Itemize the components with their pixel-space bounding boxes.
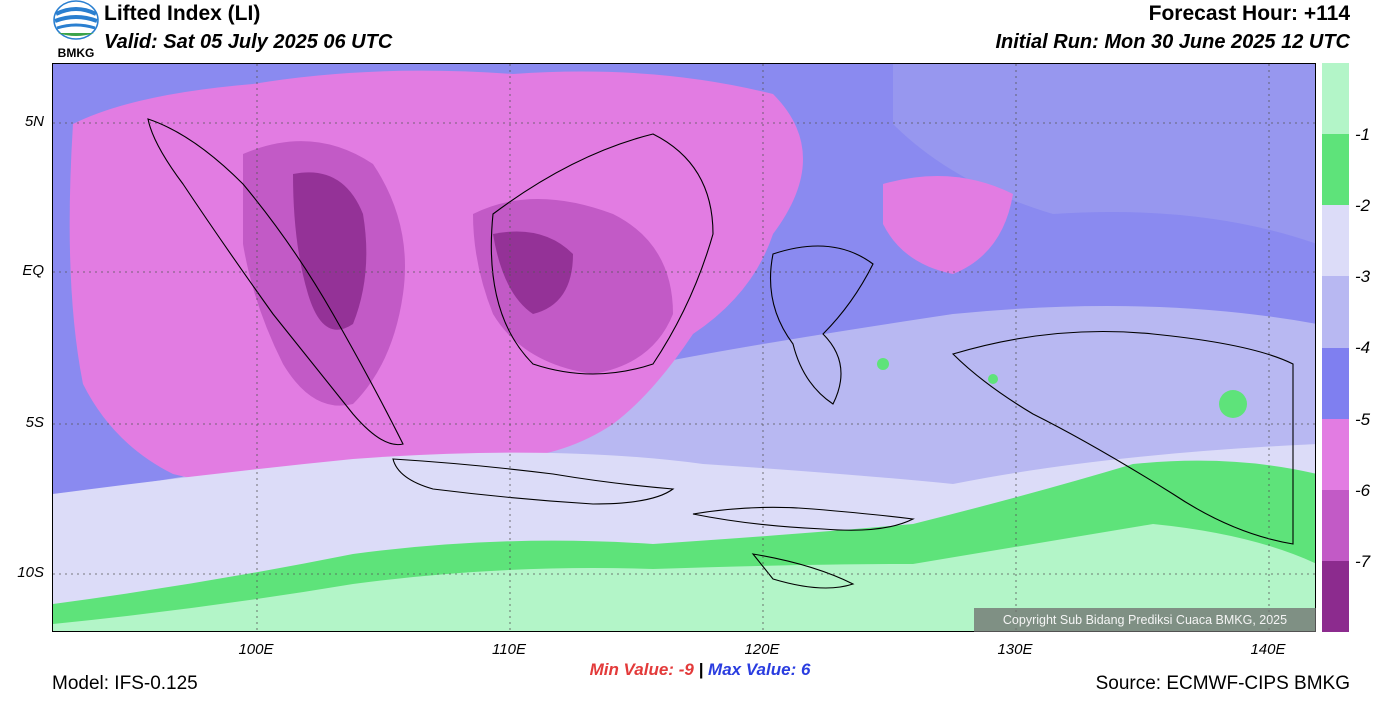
lon-tick-120e: 120E	[744, 641, 780, 658]
legend-swatch	[1322, 347, 1349, 419]
max-label: Max Value:	[708, 660, 797, 679]
legend-swatch	[1322, 560, 1349, 632]
legend-label: -7	[1355, 552, 1371, 571]
lon-tick-140e: 140E	[1250, 641, 1286, 658]
legend-label: -1	[1355, 125, 1371, 144]
legend-swatch	[1322, 205, 1349, 277]
valid-time: Valid: Sat 05 July 2025 06 UTC	[104, 31, 393, 53]
lat-tick-5n: 5N	[24, 113, 44, 130]
min-value: -9	[678, 660, 694, 679]
legend-swatch	[1322, 489, 1349, 561]
legend-swatch	[1322, 134, 1349, 206]
max-value: 6	[800, 660, 811, 679]
legend-label: -5	[1355, 410, 1371, 429]
initial-run: Initial Run: Mon 30 June 2025 12 UTC	[995, 31, 1350, 53]
model-info: Model: IFS-0.125	[52, 673, 198, 694]
min-label: Min Value:	[589, 660, 674, 679]
legend-label: -2	[1355, 196, 1371, 215]
legend-swatch	[1322, 418, 1349, 490]
lat-tick-5s: 5S	[25, 414, 44, 431]
legend-color-bar	[1322, 63, 1349, 632]
bmkg-logo: BMKG	[52, 0, 100, 60]
lon-tick-110e: 110E	[492, 641, 526, 658]
legend-swatch	[1322, 63, 1349, 135]
source-info: Source: ECMWF-CIPS BMKG	[1095, 673, 1350, 694]
forecast-hour: Forecast Hour: +114	[1148, 2, 1350, 25]
lifted-index-map	[52, 63, 1316, 632]
legend-label: -6	[1355, 481, 1371, 500]
legend-label: -4	[1355, 338, 1371, 357]
lat-tick-10s: 10S	[17, 564, 44, 581]
lon-tick-100e: 100E	[238, 641, 274, 658]
logo-text: BMKG	[58, 46, 95, 60]
map-title: Lifted Index (LI)	[104, 2, 261, 25]
legend-label: -3	[1355, 267, 1371, 286]
legend-swatch	[1322, 276, 1349, 348]
stats-separator: |	[698, 660, 704, 679]
copyright-notice: Copyright Sub Bidang Prediksi Cuaca BMKG…	[974, 608, 1316, 632]
min-max-values: Min Value: -9 | Max Value: 6	[0, 660, 1400, 680]
lon-tick-130e: 130E	[997, 641, 1033, 658]
lat-tick-eq: EQ	[22, 262, 44, 279]
